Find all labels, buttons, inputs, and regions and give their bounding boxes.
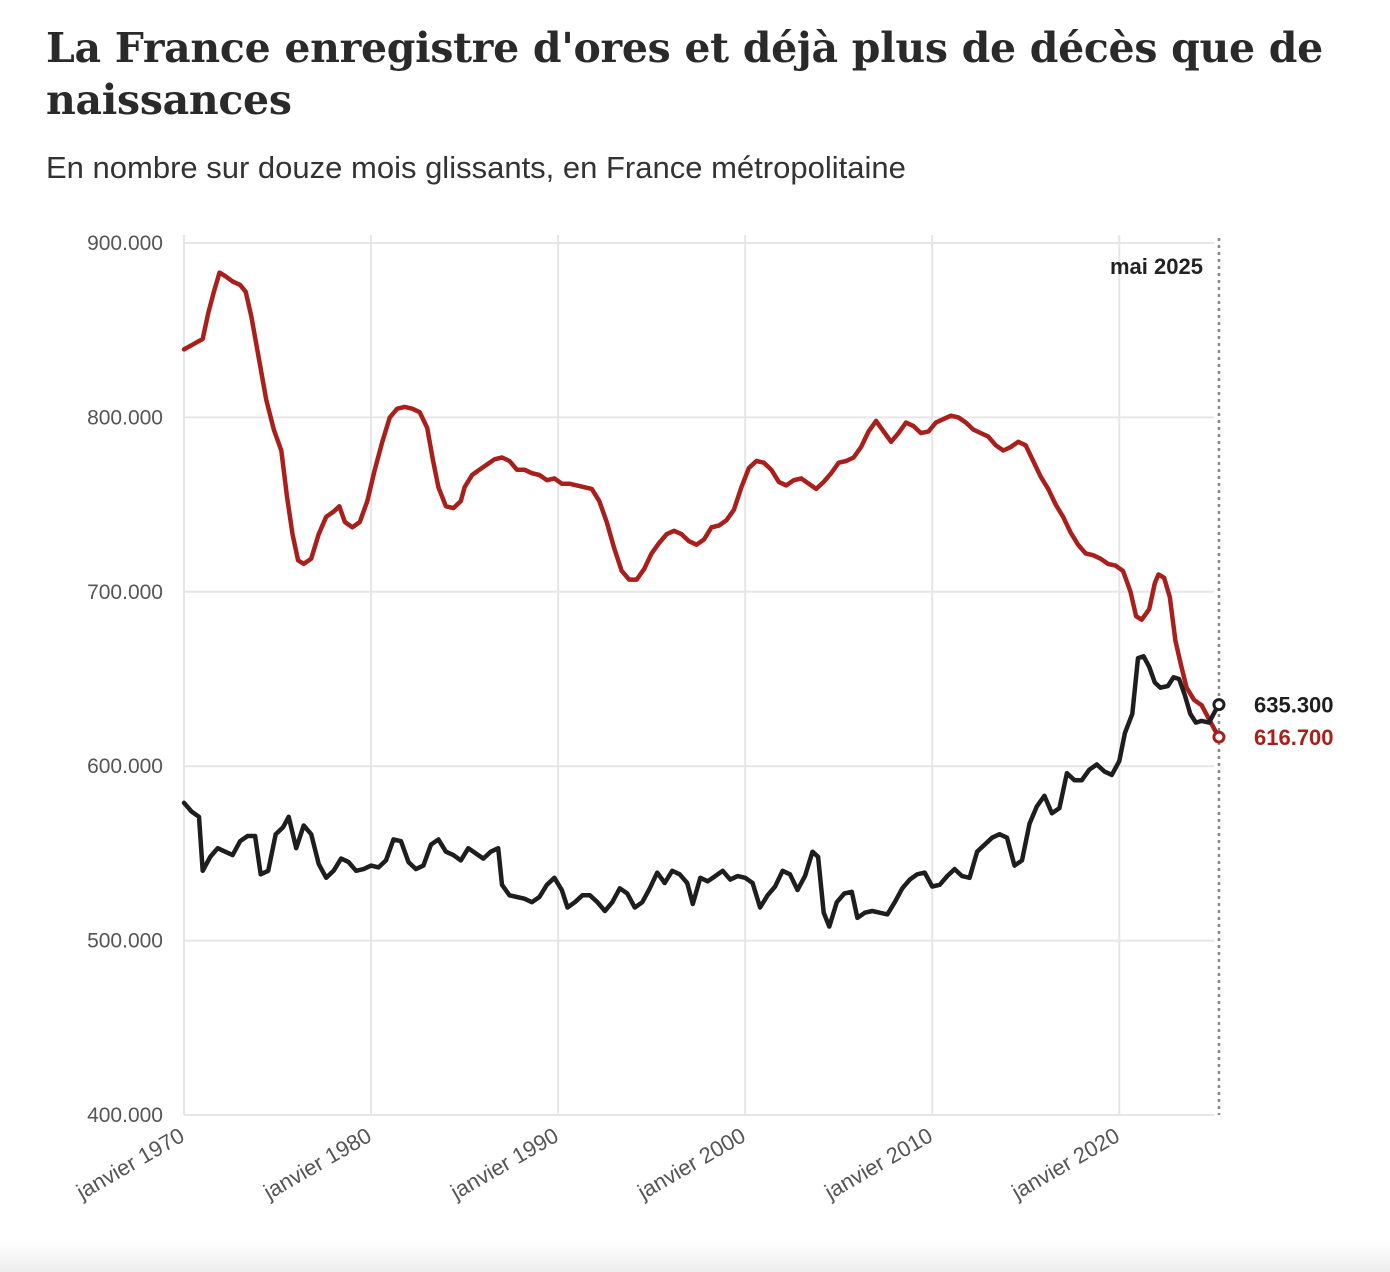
y-tick-label: 500.000: [87, 930, 163, 953]
annotation: mai 2025: [1110, 238, 1221, 1115]
series-line-deaths: [181, 654, 1222, 929]
y-tick-label: 900.000: [87, 232, 163, 255]
x-tick-label: janvier 1980: [258, 1123, 375, 1205]
annotation-label: mai 2025: [1110, 254, 1203, 279]
series-line-births: [181, 270, 1222, 740]
series-lines: [181, 270, 1222, 929]
chart-subtitle: En nombre sur douze mois glissants, en F…: [46, 150, 906, 185]
end-labels: 616.700 635.300: [1212, 693, 1334, 750]
chart-title: La France enregistre d'ores et déjà plus…: [46, 24, 1323, 124]
y-tick-label: 700.000: [87, 581, 163, 604]
end-label-deaths: 635.300: [1254, 693, 1334, 718]
bottom-fade: [0, 1242, 1390, 1272]
y-tick-label: 400.000: [87, 1104, 163, 1127]
y-axis: 400.000 500.000 600.000 700.000 800.000 900.0…: [87, 232, 163, 1127]
x-tick-label: janvier 1970: [71, 1123, 188, 1205]
x-tick-label: janvier 2010: [820, 1123, 937, 1205]
end-label-births: 616.700: [1254, 725, 1334, 750]
x-tick-label: janvier 2000: [632, 1123, 749, 1205]
x-tick-label: janvier 2020: [1007, 1123, 1124, 1205]
x-tick-label: janvier 1990: [445, 1123, 562, 1205]
y-tick-label: 800.000: [87, 406, 163, 429]
end-marker-deaths: [1212, 698, 1226, 712]
end-marker-births: [1212, 730, 1226, 744]
x-axis: janvier 1970 janvier 1980 janvier 1990 janv…: [71, 1123, 1123, 1205]
y-tick-label: 600.000: [87, 755, 163, 778]
grid-lines: [183, 235, 1214, 1116]
